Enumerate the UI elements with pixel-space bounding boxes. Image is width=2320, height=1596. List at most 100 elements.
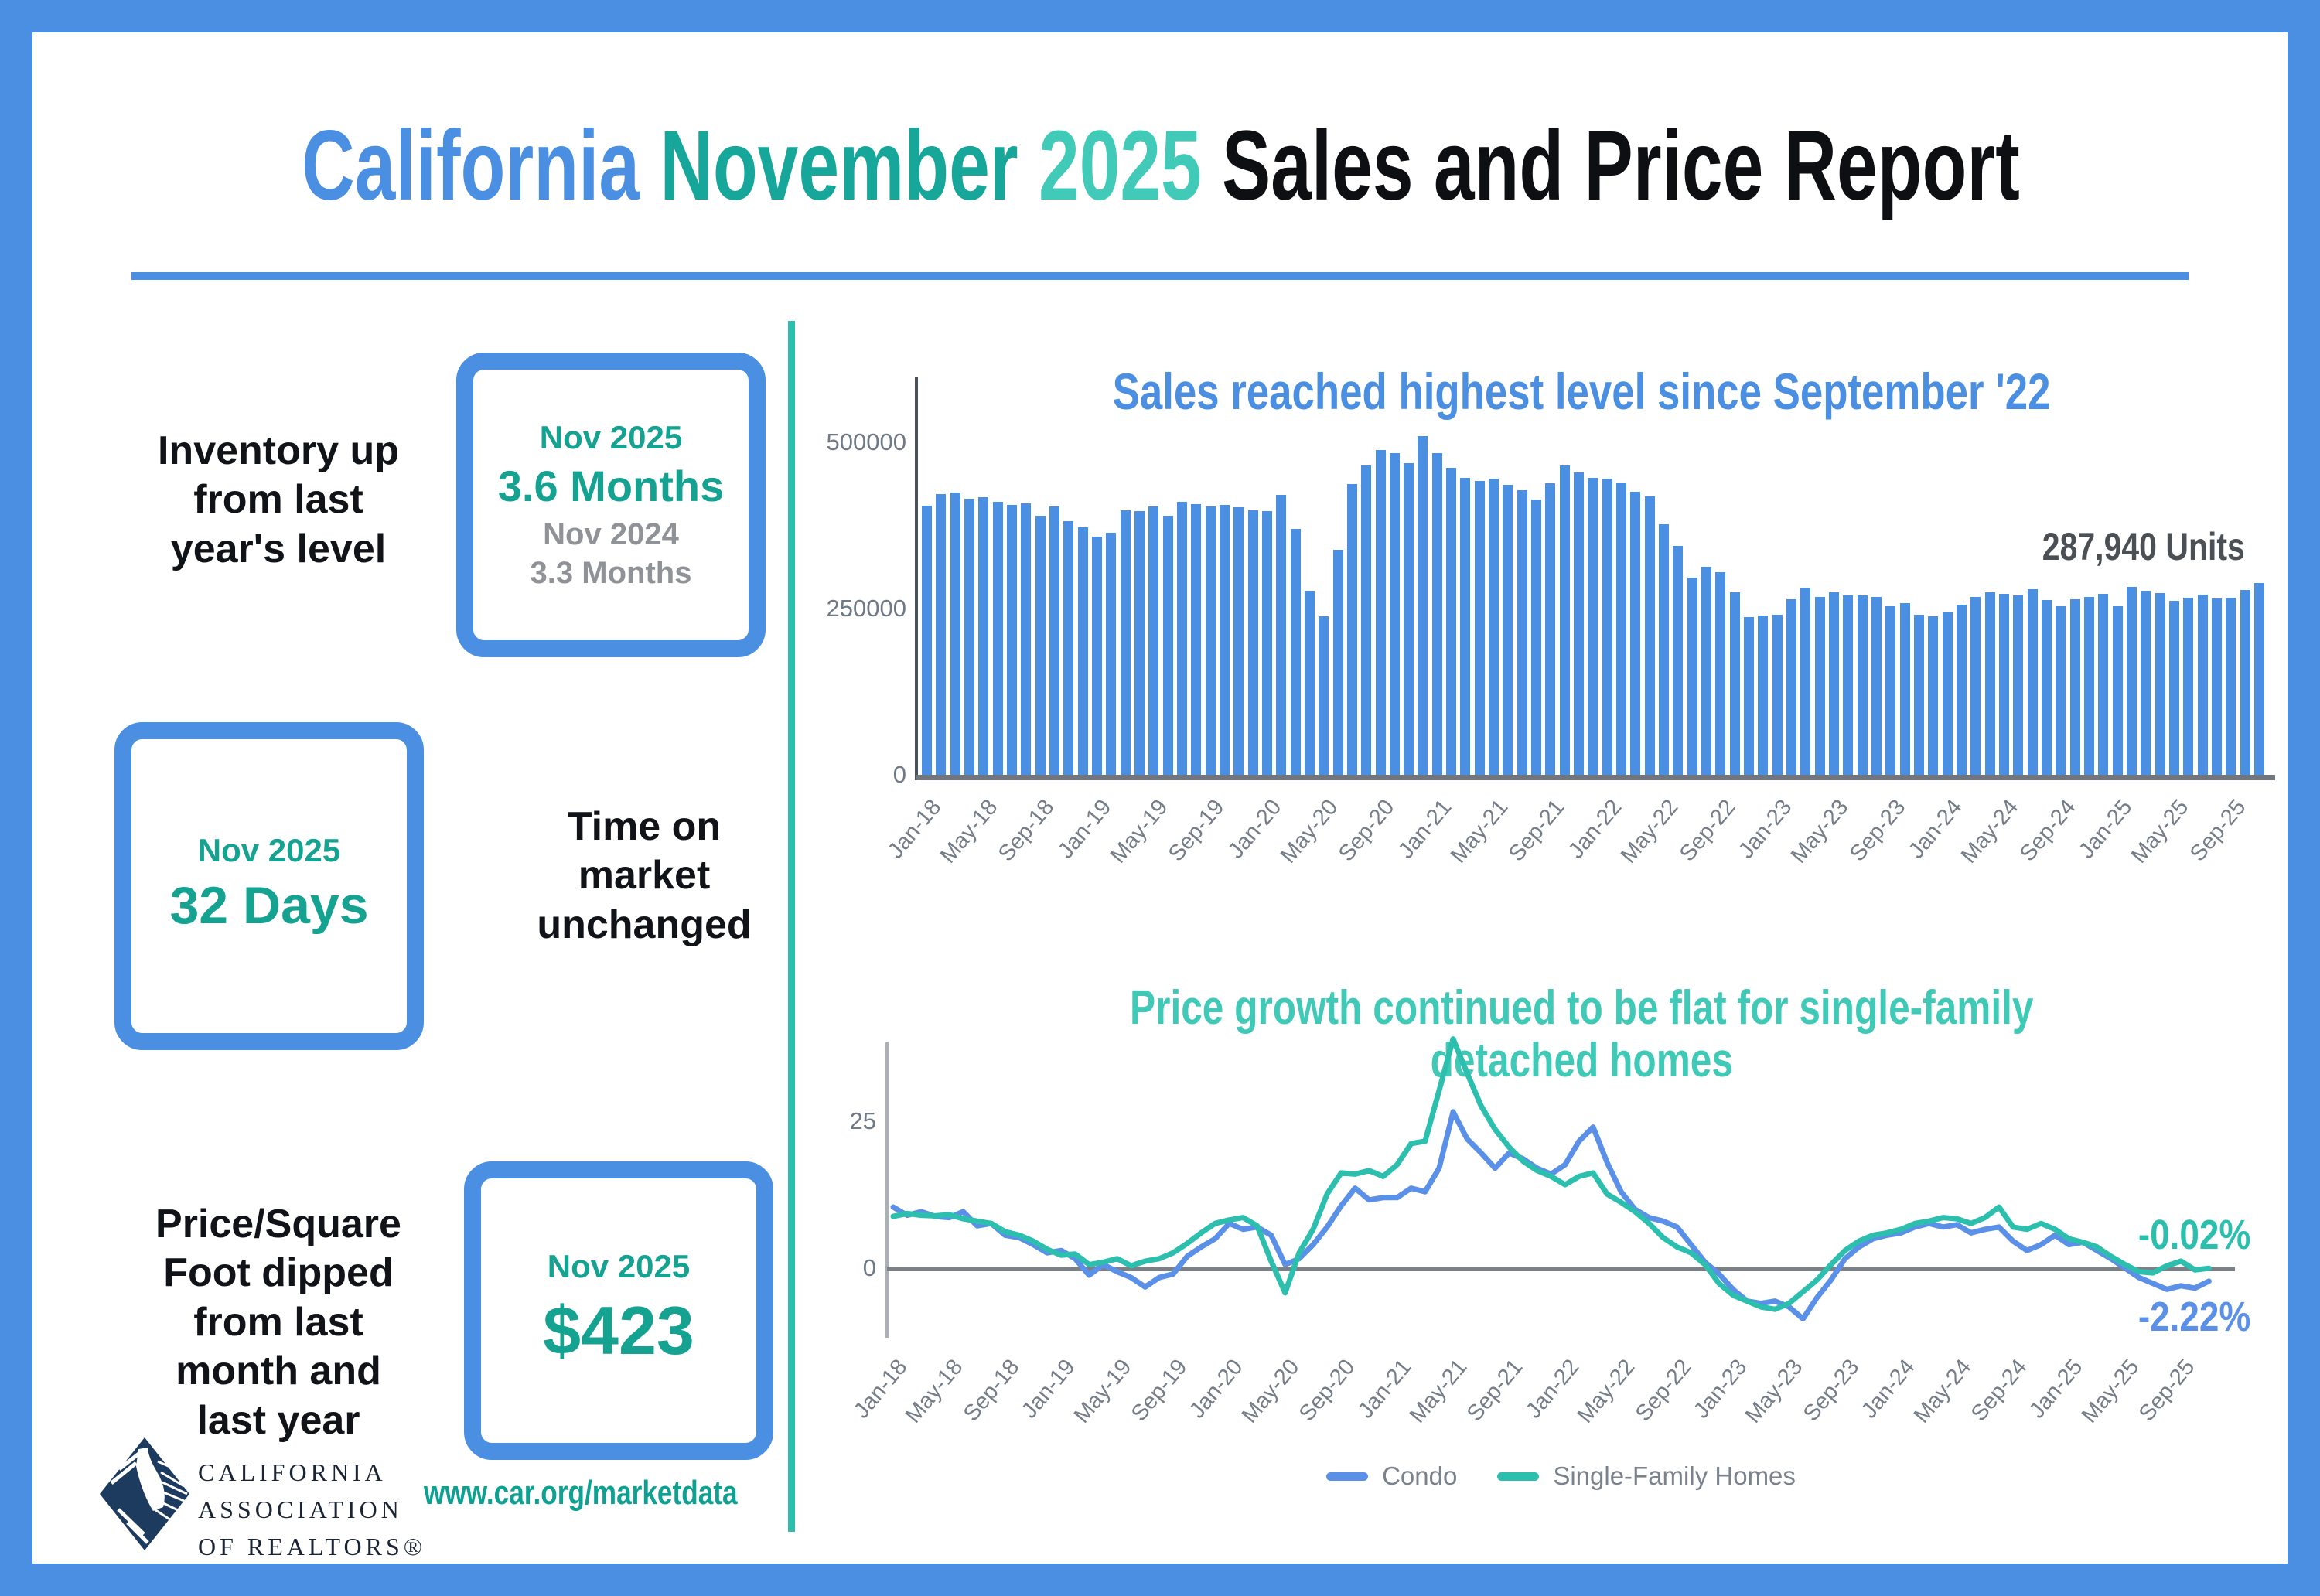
org-line-2: ASSOCIATION [198,1495,403,1523]
sales-bar [1361,466,1372,775]
bar-chart-y-axis [915,377,918,780]
sales-bar [1687,578,1697,775]
sales-bar [1871,596,1882,775]
sales-bar [964,499,974,775]
marketdata-url-link[interactable]: www.car.org/marketdata [424,1474,738,1512]
sales-bar [2041,599,2052,775]
bar-chart [922,435,2275,775]
sales-bar [1191,504,1202,775]
sales-bar [2155,593,2165,775]
sales-bar [1942,612,1953,775]
legend-item-single-family-homes: Single-Family Homes [1497,1461,1796,1491]
sales-bar [1913,614,1924,775]
sales-bar [992,502,1003,775]
bar-y-tick-label: 0 [892,761,906,788]
sales-bar [1106,533,1117,775]
line-y-tick-label: 25 [849,1107,876,1134]
condo-end-value-label: -2.22% [2137,1294,2251,1340]
sales-bar [1545,483,1556,775]
sales-bar [950,493,960,775]
sales-bar [2027,589,2038,775]
days-on-market-period: Nov 2025 [197,831,341,868]
sales-bar [2253,583,2264,775]
sales-bar [1885,605,1896,775]
sales-bar [1389,452,1400,775]
sales-bar [1176,501,1187,775]
car-logo-text: CALIFORNIA ASSOCIATION OF REALTORS® [198,1454,426,1565]
title-report: Sales and Price Report [1222,111,2020,221]
sales-bar [2197,594,2208,775]
sales-bar [1319,616,1329,775]
title-california: California [302,111,640,221]
price-per-sqft-value: $423 [543,1292,694,1369]
sales-bar [1219,504,1230,775]
org-line-1: CALIFORNIA [198,1458,387,1486]
sales-bar [922,505,932,775]
car-logo [97,1435,192,1557]
sales-bar [1928,616,1939,775]
sales-bar [2211,598,2222,775]
bar-y-tick-label: 250000 [826,595,906,622]
sales-bar [1588,477,1598,775]
sales-bar [1659,523,1670,775]
sales-bar [1290,528,1301,775]
inventory-value: 3.6 Months [497,461,725,510]
sales-bar [2083,596,2094,775]
line-chart [890,1036,2212,1321]
line-chart-zero-line [887,1267,2235,1271]
line-y-tick-label: 0 [862,1254,876,1281]
days-on-market-stat-box: Nov 2025 32 Days [114,722,424,1050]
sales-bar [1375,449,1386,775]
inventory-label: Inventory up from last year's level [157,428,400,571]
sales-bar [2141,590,2151,775]
line-chart-y-axis [885,1042,889,1338]
price-per-sqft-period: Nov 2025 [547,1247,691,1284]
sales-bar [2168,600,2179,775]
sales-bar [1091,537,1102,775]
vertical-divider [788,321,795,1532]
sales-bar [1304,590,1315,775]
sales-bar [1148,506,1159,775]
sales-bar [1418,436,1428,775]
bar-chart-x-axis [916,775,2275,780]
sales-bar [1956,604,1967,775]
car-logo-icon [100,1437,189,1550]
sales-bar [1786,599,1797,775]
sales-bar [1247,510,1258,775]
sales-bar [1446,467,1457,775]
sales-bar [978,496,989,775]
sales-bar [1006,504,1017,775]
legend-dash-icon [1497,1472,1540,1481]
legend-item-condo: Condo [1326,1461,1457,1491]
sales-bar [1715,571,1726,775]
sales-bar [1404,462,1414,775]
sales-bar [1134,511,1145,775]
sales-bar [1574,472,1585,775]
bar-chart-title: Sales reached highest level since Septem… [1112,363,2051,420]
price-per-sqft-stat-box: Nov 2025 $423 [464,1161,773,1460]
sales-bar [1673,546,1684,775]
page-title: California November 2025 Sales and Price… [0,114,2320,218]
sales-bar [1489,479,1499,775]
sales-bar [2126,586,2137,775]
sales-bar [1276,494,1287,775]
sales-bar [1035,515,1046,775]
sales-bar [1857,595,1868,775]
price-per-sqft-label: Price/Square Foot dipped from last month… [155,1202,401,1443]
sales-bar [1744,617,1755,775]
single-family-end-value-label: -0.02% [2137,1212,2251,1258]
sales-bar [2098,594,2109,775]
sales-bar [1843,595,1854,775]
sales-bar [1021,503,1032,775]
sales-bar [1814,597,1825,775]
inventory-period: Nov 2025 [539,419,683,456]
sales-bar [1049,506,1059,775]
sales-bar [1120,510,1131,775]
sales-bar [1772,614,1783,775]
sales-bar [1630,491,1641,775]
sales-bar [1261,511,1272,775]
single-family-homes-line [890,1036,2212,1312]
sales-bar [1346,484,1357,775]
sales-bar [1602,479,1612,775]
